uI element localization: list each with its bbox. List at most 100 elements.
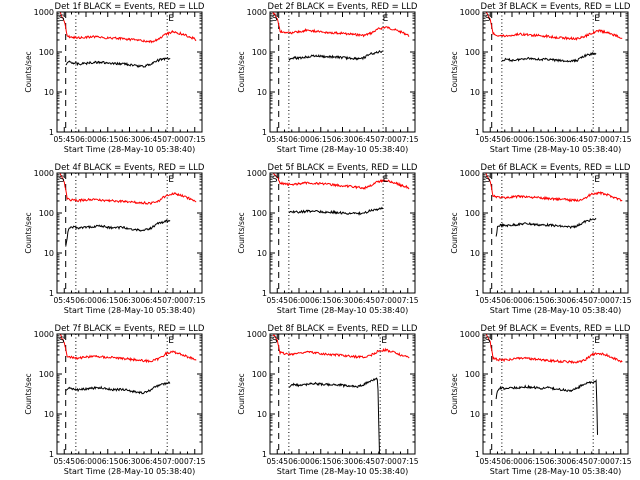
x-tick-label: 06:00 [75, 135, 97, 144]
y-axis-label: Counts/sec [450, 212, 459, 253]
lld-series-line [485, 334, 623, 365]
y-tick-label: 100 [465, 209, 480, 218]
x-tick-label: 06:00 [288, 135, 310, 144]
x-tick-label: 07:15 [610, 135, 632, 144]
start-marker-label: S [272, 14, 278, 24]
lld-series-line [59, 173, 197, 205]
plot-area [272, 173, 410, 293]
start-marker-label: S [272, 175, 278, 185]
plot-area [485, 334, 623, 454]
y-tick-label: 100 [39, 209, 54, 218]
x-tick-label: 07:15 [184, 296, 206, 305]
x-tick-label: 06:15 [310, 296, 332, 305]
x-axis-label: Start Time (28-May-10 05:38:40) [277, 467, 408, 476]
x-axis-label: Start Time (28-May-10 05:38:40) [64, 145, 195, 154]
x-tick-label: 06:45 [140, 457, 162, 466]
x-tick-label: 06:30 [545, 457, 567, 466]
y-tick-label: 1000 [460, 169, 480, 178]
end-marker-label: E [383, 175, 389, 185]
x-tick-label: 06:30 [545, 296, 567, 305]
events-series-line [495, 217, 597, 237]
lld-series-line [272, 12, 410, 38]
y-tick-label: 100 [465, 370, 480, 379]
x-axis-label: Start Time (28-May-10 05:38:40) [277, 306, 408, 315]
x-axis-label: Start Time (28-May-10 05:38:40) [490, 145, 621, 154]
x-tick-label: 06:15 [97, 296, 119, 305]
lld-series-line [59, 12, 197, 44]
x-tick-label: 07:15 [184, 457, 206, 466]
y-tick-label: 1 [49, 289, 54, 298]
end-marker-label: E [594, 14, 600, 24]
y-tick-label: 100 [252, 209, 267, 218]
x-tick-label: 06:30 [119, 135, 141, 144]
x-tick-label: 06:00 [75, 457, 97, 466]
events-series-line [65, 380, 171, 395]
lld-series-line [485, 12, 623, 41]
y-tick-label: 10 [44, 410, 54, 419]
y-tick-label: 10 [44, 249, 54, 258]
y-axis-label: Counts/sec [237, 373, 246, 414]
y-tick-label: 10 [257, 88, 267, 97]
plot-frame [56, 333, 203, 455]
end-marker-label: E [168, 175, 174, 185]
x-tick-label: 06:30 [332, 135, 354, 144]
start-marker-label: S [59, 336, 65, 346]
x-tick-label: 06:30 [332, 296, 354, 305]
y-tick-label: 100 [465, 48, 480, 57]
chart-panel-det-5: Det 5f BLACK = Events, RED = LLD S E 1 10 100… [237, 163, 419, 315]
x-tick-label: 05:45 [53, 135, 75, 144]
end-marker-label: E [168, 336, 174, 346]
x-tick-label: 05:45 [53, 457, 75, 466]
chart-panel-det-7: Det 7f BLACK = Events, RED = LLD S E 1 10 100… [24, 324, 206, 476]
chart-title: Det 4f BLACK = Events, RED = LLD [55, 163, 205, 173]
y-tick-label: 10 [470, 249, 480, 258]
x-tick-label: 05:45 [479, 296, 501, 305]
y-tick-label: 1000 [34, 169, 54, 178]
x-axis-label: Start Time (28-May-10 05:38:40) [64, 467, 195, 476]
chart-title: Det 2f BLACK = Events, RED = LLD [268, 2, 418, 12]
plot-area [59, 173, 197, 293]
events-series-line [65, 56, 171, 68]
y-tick-label: 10 [257, 410, 267, 419]
lld-series-line [272, 334, 410, 359]
chart-panel-det-3: Det 3f BLACK = Events, RED = LLD S E 1 10 100… [450, 2, 632, 154]
x-tick-label: 06:15 [97, 135, 119, 144]
start-marker-label: S [59, 14, 65, 24]
chart-panel-det-8: Det 8f BLACK = Events, RED = LLD S E 1 10 100… [237, 324, 419, 476]
start-marker-label: S [485, 336, 491, 346]
y-tick-label: 10 [44, 88, 54, 97]
events-series-line [501, 52, 597, 63]
plot-area [485, 173, 623, 293]
y-axis-label: Counts/sec [24, 51, 33, 92]
plot-area [272, 12, 410, 132]
plot-frame [482, 333, 629, 455]
plot-frame [269, 333, 416, 455]
x-tick-label: 06:45 [353, 296, 375, 305]
chart-title: Det 6f BLACK = Events, RED = LLD [481, 163, 631, 173]
x-tick-label: 06:15 [523, 457, 545, 466]
start-marker-label: S [485, 175, 491, 185]
chart-panel-det-2: Det 2f BLACK = Events, RED = LLD S E 1 10 100… [237, 2, 419, 154]
end-marker-label: E [381, 336, 387, 346]
x-axis-label: Start Time (28-May-10 05:38:40) [277, 145, 408, 154]
plot-frame [269, 172, 416, 294]
plot-frame [482, 11, 629, 133]
events-series-line [288, 49, 384, 61]
x-tick-label: 06:15 [523, 296, 545, 305]
x-tick-label: 06:30 [119, 457, 141, 466]
y-axis-label: Counts/sec [24, 212, 33, 253]
x-tick-label: 06:45 [353, 457, 375, 466]
x-tick-label: 05:45 [266, 457, 288, 466]
y-axis-label: Counts/sec [24, 373, 33, 414]
y-tick-label: 1000 [34, 330, 54, 339]
x-tick-label: 06:45 [566, 296, 588, 305]
start-marker-label: S [485, 14, 491, 24]
x-tick-label: 07:00 [588, 135, 610, 144]
y-axis-label: Counts/sec [450, 373, 459, 414]
y-tick-label: 10 [257, 249, 267, 258]
start-marker-label: S [272, 336, 278, 346]
lld-series-line [272, 173, 410, 190]
x-tick-label: 07:15 [397, 457, 419, 466]
chart-panel-det-9: Det 9f BLACK = Events, RED = LLD S E 1 10 100… [450, 324, 632, 476]
x-tick-label: 07:15 [610, 296, 632, 305]
